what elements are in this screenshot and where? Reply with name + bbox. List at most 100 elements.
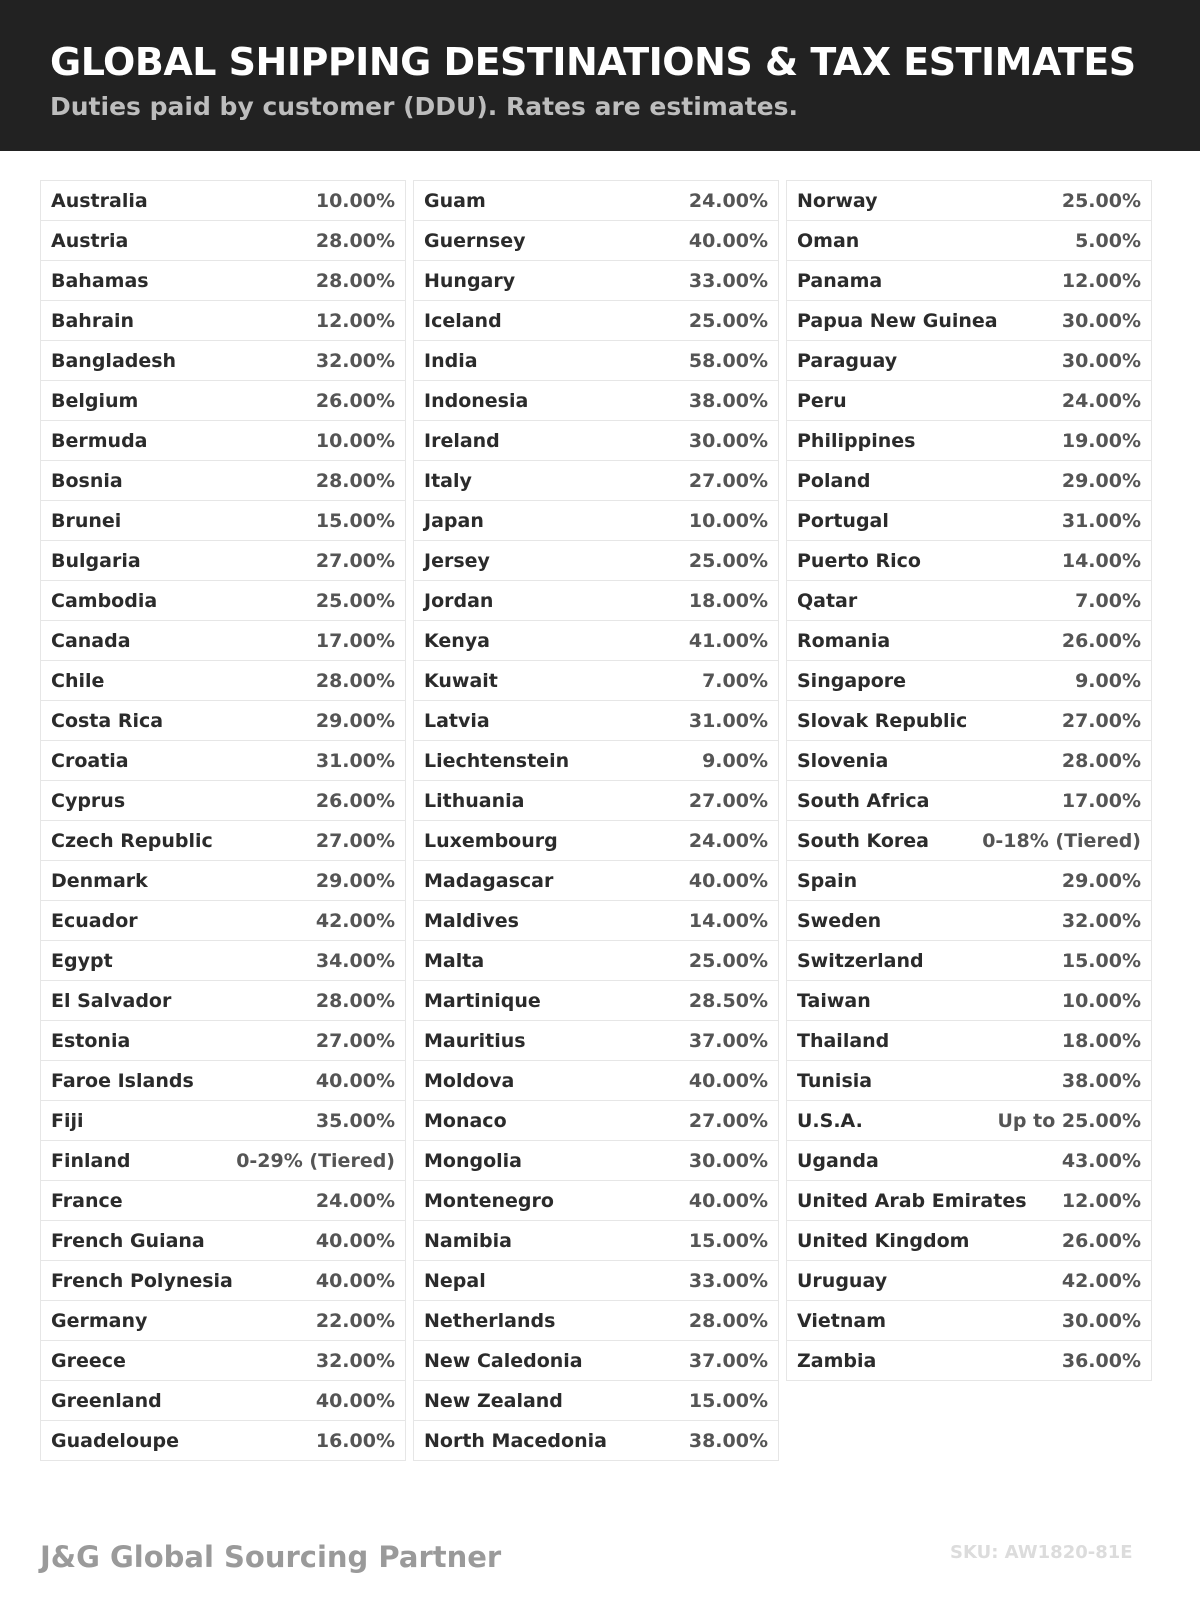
table-row: United Kingdom 26.00% [787,1221,1151,1261]
country-name: Greenland [51,1389,162,1412]
table-row: Sweden 32.00% [787,901,1151,941]
table-row: Japan 10.00% [414,501,778,541]
tax-rate: 30.00% [688,1149,768,1172]
table-row: Spain 29.00% [787,861,1151,901]
country-name: Norway [797,189,878,212]
tax-rate: 28.00% [315,229,395,252]
tax-rate: 16.00% [315,1429,395,1452]
country-name: Taiwan [797,989,871,1012]
table-row: Estonia 27.00% [41,1021,405,1061]
country-name: Netherlands [424,1309,556,1332]
country-name: Kuwait [424,669,498,692]
country-name: Poland [797,469,871,492]
table-row: Iceland 25.00% [414,301,778,341]
table-row: Italy 27.00% [414,461,778,501]
tax-rate: 22.00% [315,1309,395,1332]
table-row: Greece 32.00% [41,1341,405,1381]
page-title: GLOBAL SHIPPING DESTINATIONS & TAX ESTIM… [50,40,1136,84]
tax-rate: 25.00% [688,309,768,332]
tax-rate: 27.00% [315,1029,395,1052]
table-row: Poland 29.00% [787,461,1151,501]
tax-rate: 27.00% [315,829,395,852]
table-row: Paraguay 30.00% [787,341,1151,381]
table-row: Latvia 31.00% [414,701,778,741]
tax-rate: 31.00% [1061,509,1141,532]
tax-rate: 29.00% [1061,469,1141,492]
tax-rate: 30.00% [1061,349,1141,372]
country-name: France [51,1189,123,1212]
country-name: Faroe Islands [51,1069,194,1092]
country-name: Italy [424,469,472,492]
tax-rate: 15.00% [688,1389,768,1412]
tax-rate: 18.00% [1061,1029,1141,1052]
tax-rate: 29.00% [315,709,395,732]
table-row: Chile 28.00% [41,661,405,701]
country-name: Portugal [797,509,889,532]
tax-rate: 12.00% [1061,1189,1141,1212]
tax-rate: 36.00% [1061,1349,1141,1372]
country-name: Bulgaria [51,549,141,572]
country-name: Greece [51,1349,126,1372]
table-row: Oman 5.00% [787,221,1151,261]
tax-rate: 10.00% [315,189,395,212]
tax-rate: 25.00% [688,949,768,972]
tax-rate: 9.00% [702,749,768,772]
country-name: Thailand [797,1029,890,1052]
destinations-column-1: Australia 10.00% Austria 28.00% Bahamas 28.00… [40,180,406,1461]
tax-rate: 42.00% [1061,1269,1141,1292]
tax-rate: 26.00% [315,789,395,812]
tax-rate: 10.00% [315,429,395,452]
country-name: Guernsey [424,229,526,252]
tax-rate: 14.00% [688,909,768,932]
tax-rate: 38.00% [688,1429,768,1452]
table-row: Greenland 40.00% [41,1381,405,1421]
tax-rate: 9.00% [1075,669,1141,692]
table-row: Ireland 30.00% [414,421,778,461]
country-name: South Korea [797,829,930,852]
table-row: Bahamas 28.00% [41,261,405,301]
country-name: Montenegro [424,1189,554,1212]
table-row: Ecuador 42.00% [41,901,405,941]
country-name: Monaco [424,1109,507,1132]
country-name: Oman [797,229,860,252]
table-row: Hungary 33.00% [414,261,778,301]
destinations-column-3: Norway 25.00% Oman 5.00% Panama 12.00% Papua N… [786,180,1152,1381]
table-row: Peru 24.00% [787,381,1151,421]
table-row: Montenegro 40.00% [414,1181,778,1221]
table-row: Panama 12.00% [787,261,1151,301]
tax-rate: 5.00% [1075,229,1141,252]
table-row: South Africa 17.00% [787,781,1151,821]
tax-rate: 32.00% [315,1349,395,1372]
tax-rate: 40.00% [315,1389,395,1412]
tax-rate: 15.00% [1061,949,1141,972]
tax-rate: 34.00% [315,949,395,972]
table-row: Thailand 18.00% [787,1021,1151,1061]
brand-name: J&G Global Sourcing Partner [40,1540,502,1574]
table-row: New Caledonia 37.00% [414,1341,778,1381]
tax-rate: 25.00% [688,549,768,572]
tax-rate: 29.00% [315,869,395,892]
country-name: Denmark [51,869,148,892]
country-name: Guadeloupe [51,1429,180,1452]
country-name: South Africa [797,789,930,812]
country-name: El Salvador [51,989,172,1012]
table-row: Egypt 34.00% [41,941,405,981]
tax-rate: 33.00% [688,1269,768,1292]
country-name: Croatia [51,749,129,772]
country-name: Slovak Republic [797,709,968,732]
country-name: Ireland [424,429,500,452]
country-name: Luxembourg [424,829,558,852]
country-name: Mauritius [424,1029,526,1052]
table-row: Uganda 43.00% [787,1141,1151,1181]
table-row: Maldives 14.00% [414,901,778,941]
country-name: Sweden [797,909,882,932]
country-name: Costa Rica [51,709,164,732]
tax-rate: 19.00% [1061,429,1141,452]
table-row: Croatia 31.00% [41,741,405,781]
country-name: Moldova [424,1069,515,1092]
country-name: Tunisia [797,1069,873,1092]
country-name: Guam [424,189,486,212]
tax-rate: 0-29% (Tiered) [236,1149,395,1172]
country-name: Egypt [51,949,113,972]
tax-rate: 0-18% (Tiered) [982,829,1141,852]
